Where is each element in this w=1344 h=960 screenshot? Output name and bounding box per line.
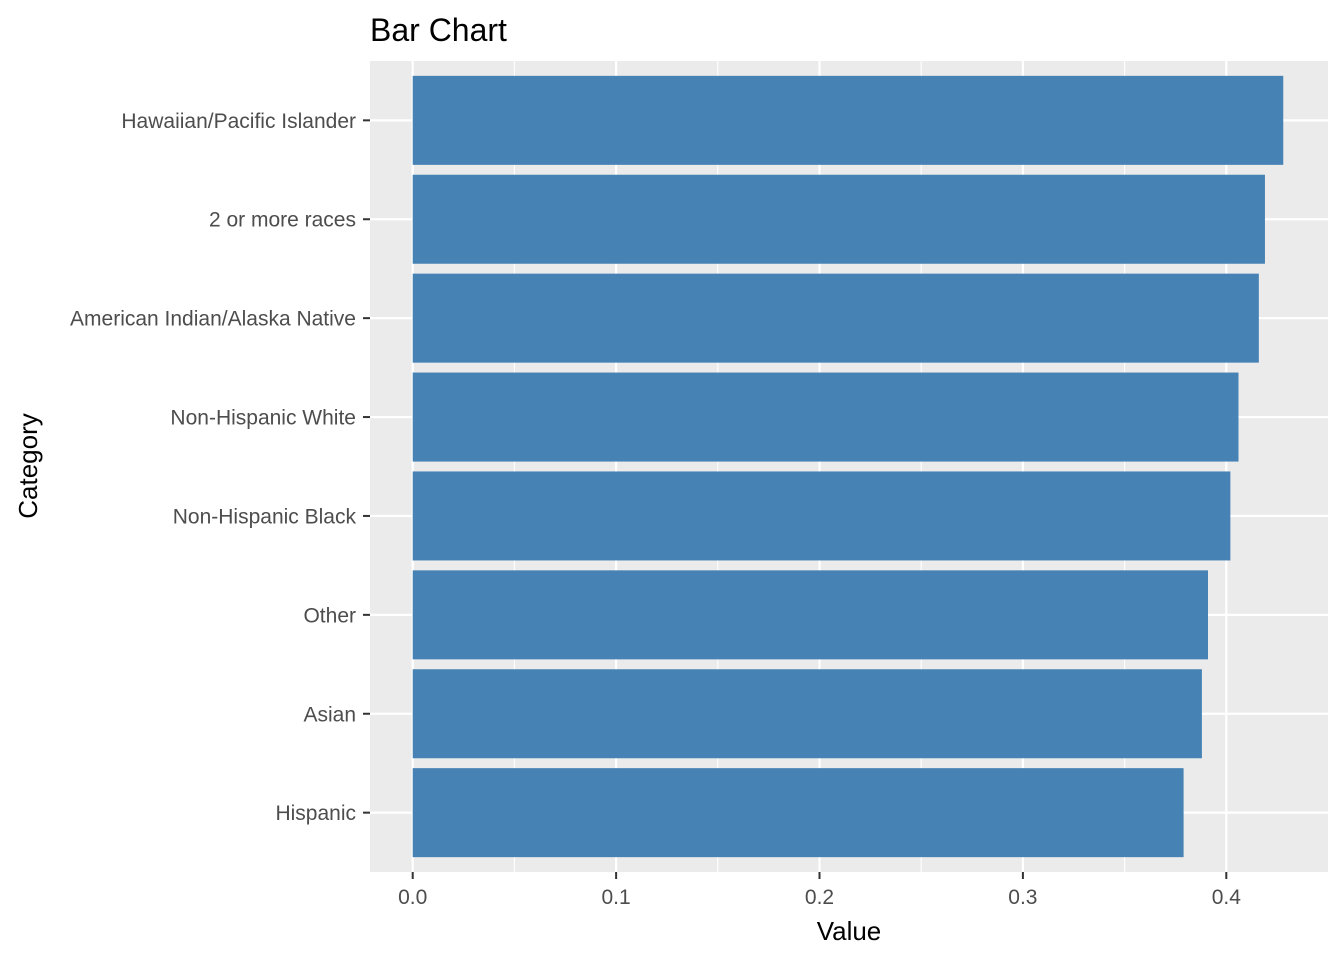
y-tick-label: Asian (303, 703, 356, 726)
x-axis: 0.0 0.1 0.2 0.3 0.4 (398, 872, 1241, 909)
bar (412, 372, 1239, 462)
y-axis: Hawaiian/Pacific Islander 2 or more races… (70, 110, 370, 825)
y-tick-label: Non-Hispanic White (170, 407, 356, 430)
y-tick-label: Other (303, 604, 356, 627)
x-tick-label: 0.0 (398, 886, 427, 909)
bar (412, 471, 1231, 561)
x-axis-title: Value (817, 916, 882, 946)
bar (412, 273, 1259, 363)
bar (412, 669, 1202, 759)
bar (412, 75, 1284, 165)
bar (412, 768, 1184, 858)
x-tick-label: 0.1 (602, 886, 631, 909)
bar (412, 174, 1265, 264)
y-tick-label: 2 or more races (209, 209, 356, 232)
y-tick-label: Hawaiian/Pacific Islander (121, 110, 356, 133)
bars (412, 75, 1284, 858)
x-tick-label: 0.3 (1008, 886, 1037, 909)
y-axis-title: Category (13, 413, 43, 519)
y-tick-label: American Indian/Alaska Native (70, 308, 356, 331)
y-tick-label: Hispanic (275, 802, 356, 825)
y-tick-label: Non-Hispanic Black (173, 505, 357, 528)
x-tick-label: 0.2 (805, 886, 834, 909)
chart-title: Bar Chart (370, 12, 507, 48)
bar (412, 570, 1208, 660)
x-tick-label: 0.4 (1212, 886, 1242, 909)
